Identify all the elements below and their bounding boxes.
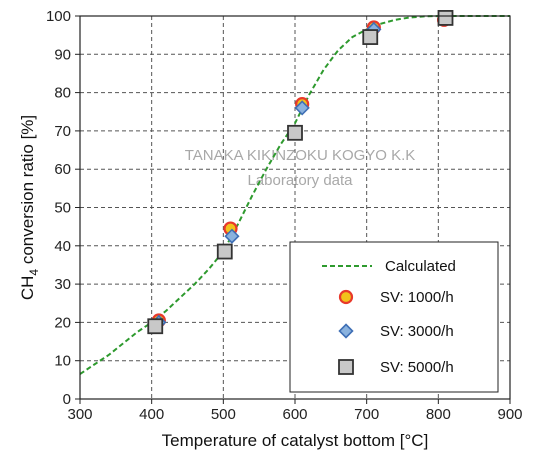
y-tick-label: 20 [54, 314, 71, 331]
legend-swatch-marker [338, 323, 354, 339]
y-tick-label: 40 [54, 238, 71, 255]
watermark-line-1: TANAKA KIKINZOKU KOGYO K.K [185, 147, 416, 164]
x-tick-label: 300 [67, 406, 92, 423]
data-point [287, 124, 303, 141]
data-point [147, 318, 164, 335]
watermark: TANAKA KIKINZOKU KOGYO K.K Laboratory da… [185, 147, 416, 189]
legend-item: SV: 3000/h [338, 323, 454, 340]
data-point [216, 243, 233, 260]
y-tick-label: 0 [63, 391, 71, 408]
x-tick-label: 500 [211, 406, 236, 423]
y-tick-label: 100 [46, 8, 71, 25]
data-point [224, 228, 240, 244]
series-sv-5000-h [147, 10, 454, 335]
y-tick-label: 60 [54, 161, 71, 178]
legend-item: SV: 1000/h [338, 289, 454, 306]
y-axis-title: CH4 conversion ratio [%] [18, 115, 41, 300]
grid [80, 16, 510, 399]
y-axis-title-ch: CH [18, 276, 37, 301]
watermark-line-2: Laboratory data [247, 172, 353, 189]
legend-items: Calculated SV: 1000/h SV: 3000/h SV: 5000/h [322, 258, 456, 376]
y-tick-label: 80 [54, 85, 71, 102]
x-axis-title: Temperature of catalyst bottom [°C] [162, 431, 429, 450]
y-tick-label: 70 [54, 123, 71, 140]
legend: Calculated SV: 1000/h SV: 3000/h SV: 5000/h [289, 241, 499, 393]
legend-item: SV: 5000/h [338, 359, 454, 376]
legend-label: SV: 5000/h [380, 359, 454, 376]
x-tick-label: 400 [139, 406, 164, 423]
legend-item: Calculated [322, 258, 456, 275]
legend-label: SV: 3000/h [380, 323, 454, 340]
x-tick-label: 700 [354, 406, 379, 423]
x-tick-label: 600 [282, 406, 307, 423]
data-point [362, 29, 379, 45]
data-point [294, 100, 310, 116]
y-axis-title-subscript: 4 [27, 269, 41, 276]
data-point [437, 10, 454, 26]
y-tick-label: 90 [54, 46, 71, 63]
legend-swatch-marker [338, 289, 354, 305]
y-tick-label: 10 [54, 353, 71, 370]
x-tick-label: 800 [426, 406, 451, 423]
y-tick-label: 30 [54, 276, 71, 293]
x-tick-label: 900 [497, 406, 522, 423]
y-axis-title-rest: conversion ratio [%] [18, 115, 37, 269]
axis-ticks: 300 400 500 600 700 800 900 0 10 20 30 40 50 60 70 80 90… [46, 8, 523, 423]
legend-label: SV: 1000/h [380, 289, 454, 306]
legend-label: Calculated [385, 258, 456, 275]
y-tick-label: 50 [54, 200, 71, 217]
legend-swatch-marker [338, 359, 354, 375]
